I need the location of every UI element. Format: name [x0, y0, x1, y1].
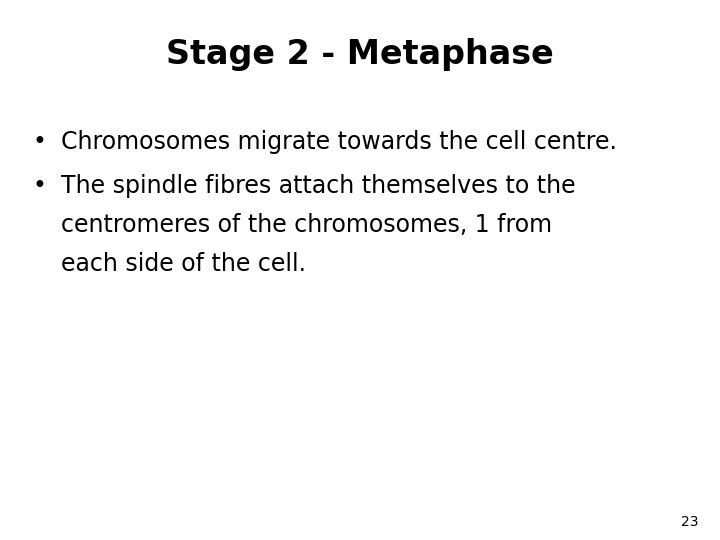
Text: 23: 23 [681, 515, 698, 529]
Text: •: • [32, 174, 46, 198]
Text: each side of the cell.: each side of the cell. [61, 252, 306, 275]
Text: centromeres of the chromosomes, 1 from: centromeres of the chromosomes, 1 from [61, 213, 552, 237]
Text: The spindle fibres attach themselves to the: The spindle fibres attach themselves to … [61, 174, 576, 198]
Text: Chromosomes migrate towards the cell centre.: Chromosomes migrate towards the cell cen… [61, 130, 617, 153]
Text: •: • [32, 130, 46, 153]
Text: Stage 2 - Metaphase: Stage 2 - Metaphase [166, 38, 554, 71]
